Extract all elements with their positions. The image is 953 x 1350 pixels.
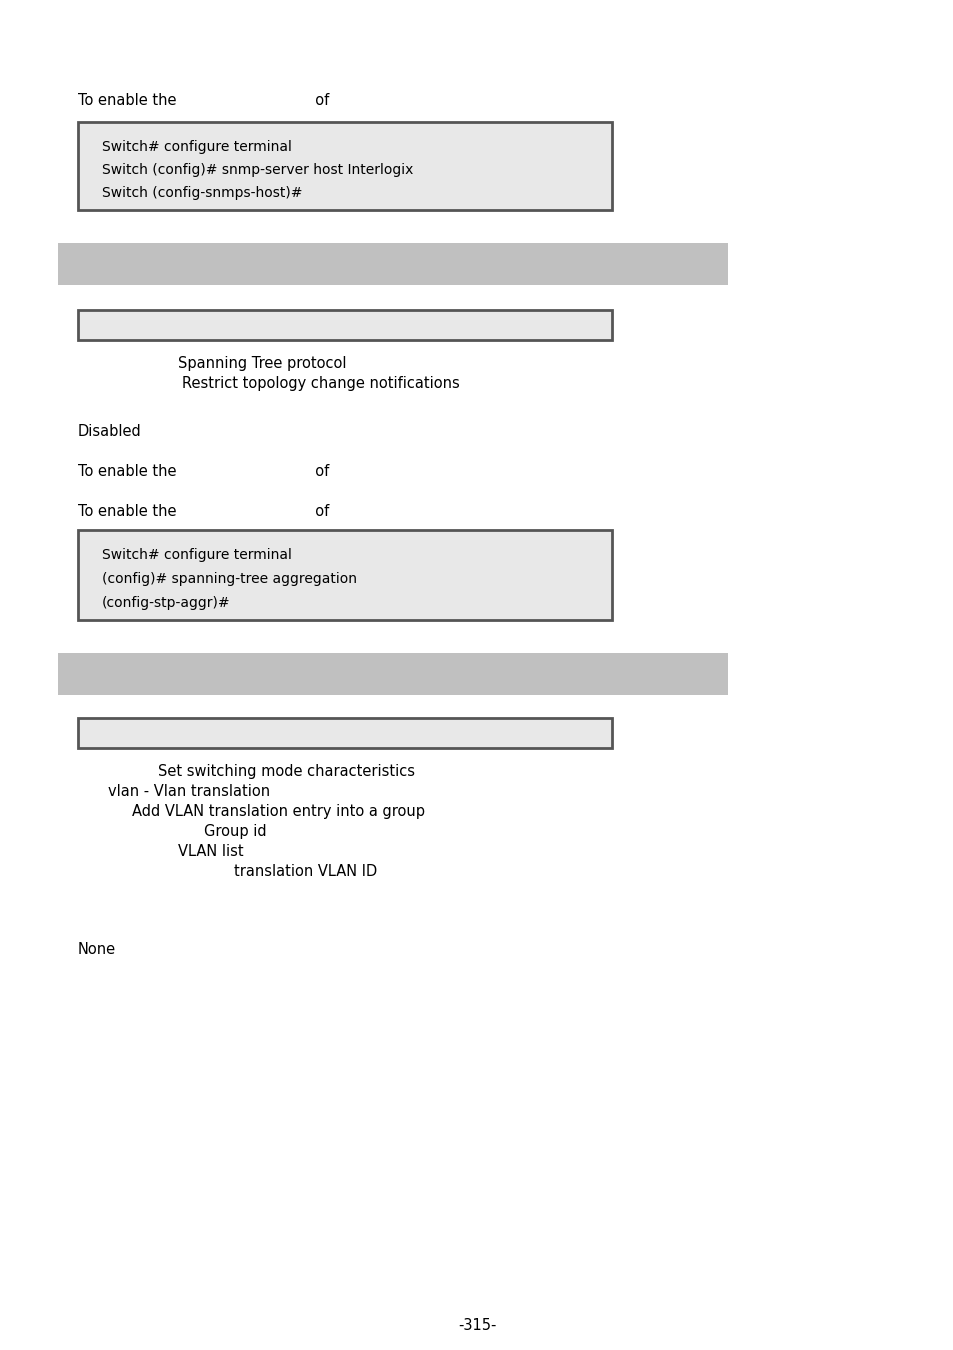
Text: (config-stp-aggr)#: (config-stp-aggr)# [102,595,231,610]
Bar [78,310,612,340]
Bar [58,243,727,285]
Text: Restrict topology change notifications: Restrict topology change notifications [182,377,459,392]
Text: Add VLAN translation entry into a group: Add VLAN translation entry into a group [132,805,424,819]
Bar [78,718,612,748]
Text: -315-: -315- [457,1318,496,1332]
Text: Spanning Tree protocol: Spanning Tree protocol [178,356,346,371]
Text: Switch# configure terminal: Switch# configure terminal [102,140,292,154]
Text: None: None [78,942,116,957]
Text: Set switching mode characteristics: Set switching mode characteristics [158,764,415,779]
Text: Switch# configure terminal: Switch# configure terminal [102,548,292,562]
Text: VLAN list: VLAN list [178,844,243,859]
Text: To enable the                              of: To enable the of [78,504,329,518]
Text: Group id: Group id [204,824,266,838]
Text: translation VLAN ID: translation VLAN ID [233,864,376,879]
Text: vlan - Vlan translation: vlan - Vlan translation [108,784,270,799]
Text: To enable the                              of: To enable the of [78,464,329,479]
Text: Switch (config-snmps-host)#: Switch (config-snmps-host)# [102,186,302,200]
Text: Switch (config)# snmp-server host Interlogix: Switch (config)# snmp-server host Interl… [102,163,413,177]
Bar [78,531,612,620]
Text: To enable the                              of: To enable the of [78,93,329,108]
Bar [78,122,612,211]
Bar [58,653,727,695]
Text: Disabled: Disabled [78,424,142,439]
Text: (config)# spanning-tree aggregation: (config)# spanning-tree aggregation [102,572,356,586]
